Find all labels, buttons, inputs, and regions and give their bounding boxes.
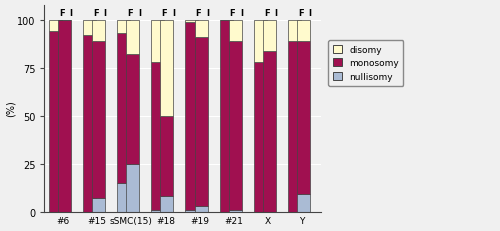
Bar <box>254 21 266 63</box>
Bar <box>92 21 105 42</box>
Bar <box>126 164 140 212</box>
Bar <box>92 198 105 212</box>
Text: F: F <box>230 9 235 18</box>
Text: I: I <box>70 9 72 18</box>
Bar <box>263 21 276 51</box>
Bar <box>117 34 130 183</box>
Text: I: I <box>104 9 106 18</box>
Bar <box>186 210 198 212</box>
Text: F: F <box>264 9 270 18</box>
Bar <box>152 210 164 212</box>
Bar <box>229 42 242 210</box>
Bar <box>254 63 266 212</box>
Text: F: F <box>59 9 64 18</box>
Bar <box>160 116 173 196</box>
Bar <box>117 21 130 34</box>
Text: I: I <box>308 9 312 18</box>
Text: I: I <box>172 9 175 18</box>
Bar <box>126 55 140 164</box>
Bar <box>297 42 310 195</box>
Bar <box>229 210 242 212</box>
Bar <box>83 36 96 212</box>
Bar <box>160 21 173 116</box>
Bar <box>126 21 140 55</box>
Text: I: I <box>240 9 244 18</box>
Bar <box>160 196 173 212</box>
Bar <box>263 51 276 212</box>
Text: F: F <box>93 9 98 18</box>
Bar <box>194 38 207 206</box>
Bar <box>194 206 207 212</box>
Y-axis label: (%): (%) <box>6 100 16 117</box>
Bar <box>83 21 96 36</box>
Bar <box>186 21 198 23</box>
Text: I: I <box>206 9 209 18</box>
Bar <box>194 21 207 38</box>
Bar <box>229 21 242 42</box>
Bar <box>186 23 198 210</box>
Bar <box>92 42 105 198</box>
Bar <box>288 21 301 42</box>
Text: F: F <box>196 9 201 18</box>
Bar <box>297 21 310 42</box>
Bar <box>49 21 62 32</box>
Bar <box>117 183 130 212</box>
Bar <box>152 63 164 210</box>
Text: F: F <box>128 9 133 18</box>
Legend: disomy, monosomy, nullisomy: disomy, monosomy, nullisomy <box>328 41 404 86</box>
Text: F: F <box>162 9 167 18</box>
Text: I: I <box>274 9 278 18</box>
Text: I: I <box>138 9 141 18</box>
Bar <box>288 42 301 212</box>
Bar <box>58 21 71 212</box>
Bar <box>152 21 164 63</box>
Bar <box>220 21 232 212</box>
Bar <box>297 195 310 212</box>
Bar <box>49 32 62 212</box>
Text: F: F <box>298 9 304 18</box>
